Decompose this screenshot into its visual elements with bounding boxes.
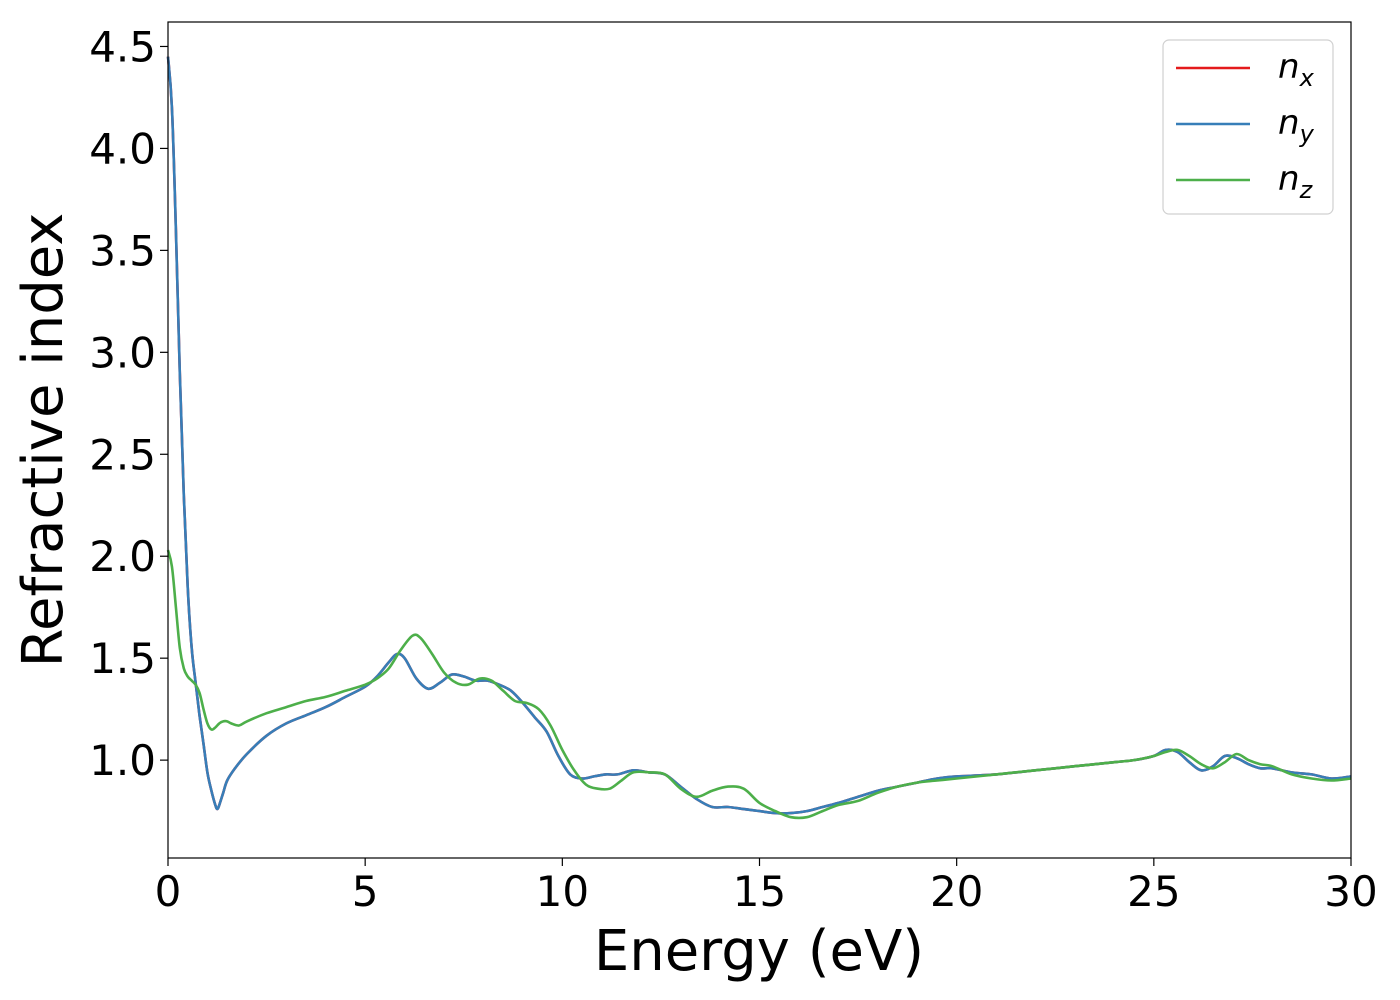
x-axis-title: Energy (eV) [594, 919, 924, 984]
x-tick-label: 25 [1127, 867, 1180, 916]
y-axis-title: Refractive index [11, 213, 76, 668]
x-tick-label: 0 [155, 867, 182, 916]
y-tick-label: 4.0 [89, 124, 156, 173]
y-tick-label: 3.5 [89, 226, 156, 275]
y-axis-ticks: 1.0 1.5 2.0 2.5 3.0 3.5 4.0 4.5 [89, 22, 168, 785]
y-tick-label: 2.5 [89, 430, 156, 479]
series-line-z [166, 549, 1352, 820]
legend-label-z: nz [1278, 159, 1314, 204]
x-tick-label: 30 [1324, 867, 1377, 916]
x-tick-label: 20 [930, 867, 983, 916]
x-tick-label: 10 [536, 867, 589, 916]
x-axis-ticks: 0 5 10 15 20 25 30 [155, 858, 1378, 916]
y-tick-label: 1.0 [89, 736, 156, 785]
series-layer [166, 56, 1352, 820]
y-tick-label: 3.0 [89, 328, 156, 377]
plot-area [168, 22, 1351, 858]
legend-frame [1162, 39, 1334, 215]
y-tick-label: 4.5 [89, 22, 156, 71]
y-tick-label: 2.0 [89, 532, 156, 581]
x-tick-label: 5 [352, 867, 379, 916]
x-tick-label: 15 [733, 867, 786, 916]
y-tick-label: 1.5 [89, 634, 156, 683]
